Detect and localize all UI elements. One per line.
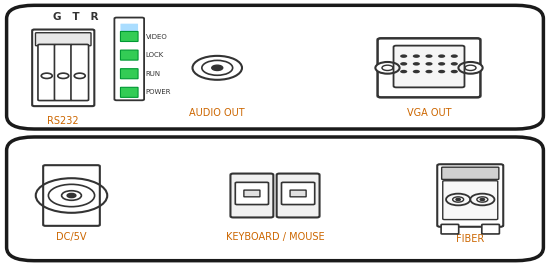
FancyBboxPatch shape xyxy=(7,5,543,129)
Circle shape xyxy=(375,62,399,74)
Text: RS232: RS232 xyxy=(47,116,79,126)
FancyBboxPatch shape xyxy=(377,38,481,97)
Circle shape xyxy=(450,54,458,58)
Text: RUN: RUN xyxy=(146,71,161,77)
Text: AUDIO OUT: AUDIO OUT xyxy=(189,108,245,118)
FancyBboxPatch shape xyxy=(7,137,543,261)
Text: KEYBOARD / MOUSE: KEYBOARD / MOUSE xyxy=(226,232,324,242)
FancyBboxPatch shape xyxy=(442,167,499,179)
FancyBboxPatch shape xyxy=(437,164,503,227)
Text: POWER: POWER xyxy=(146,89,171,95)
Text: VGA OUT: VGA OUT xyxy=(407,108,451,118)
Circle shape xyxy=(426,62,432,66)
FancyBboxPatch shape xyxy=(120,69,138,79)
Text: G   T   R: G T R xyxy=(53,12,99,22)
Circle shape xyxy=(450,62,458,66)
Circle shape xyxy=(450,70,458,73)
FancyBboxPatch shape xyxy=(120,31,138,41)
FancyBboxPatch shape xyxy=(35,33,91,46)
FancyBboxPatch shape xyxy=(443,181,498,220)
Circle shape xyxy=(412,54,420,58)
Text: LOCK: LOCK xyxy=(146,52,164,58)
FancyBboxPatch shape xyxy=(120,50,138,60)
Circle shape xyxy=(438,54,445,58)
FancyBboxPatch shape xyxy=(54,44,72,101)
Text: VIDEO: VIDEO xyxy=(146,34,168,40)
FancyBboxPatch shape xyxy=(290,190,306,197)
FancyBboxPatch shape xyxy=(32,30,95,106)
FancyBboxPatch shape xyxy=(230,174,273,218)
FancyBboxPatch shape xyxy=(120,24,138,32)
FancyBboxPatch shape xyxy=(235,182,268,205)
FancyBboxPatch shape xyxy=(43,165,100,226)
Circle shape xyxy=(67,193,76,198)
FancyBboxPatch shape xyxy=(71,44,89,101)
FancyBboxPatch shape xyxy=(38,44,56,101)
Circle shape xyxy=(458,62,483,74)
Text: DC/5V: DC/5V xyxy=(56,232,87,242)
Circle shape xyxy=(400,70,407,73)
FancyBboxPatch shape xyxy=(441,225,459,234)
Circle shape xyxy=(480,198,485,201)
Circle shape xyxy=(412,70,420,73)
FancyBboxPatch shape xyxy=(120,87,138,97)
FancyBboxPatch shape xyxy=(244,190,260,197)
FancyBboxPatch shape xyxy=(394,46,464,87)
FancyBboxPatch shape xyxy=(282,182,315,205)
Circle shape xyxy=(400,54,407,58)
Circle shape xyxy=(400,62,407,66)
Circle shape xyxy=(212,65,223,70)
FancyBboxPatch shape xyxy=(482,225,499,234)
Circle shape xyxy=(438,70,445,73)
Circle shape xyxy=(426,70,432,73)
FancyBboxPatch shape xyxy=(277,174,320,218)
Text: FIBER: FIBER xyxy=(456,234,485,244)
Circle shape xyxy=(438,62,445,66)
Circle shape xyxy=(426,54,432,58)
Circle shape xyxy=(412,62,420,66)
Circle shape xyxy=(456,198,460,201)
